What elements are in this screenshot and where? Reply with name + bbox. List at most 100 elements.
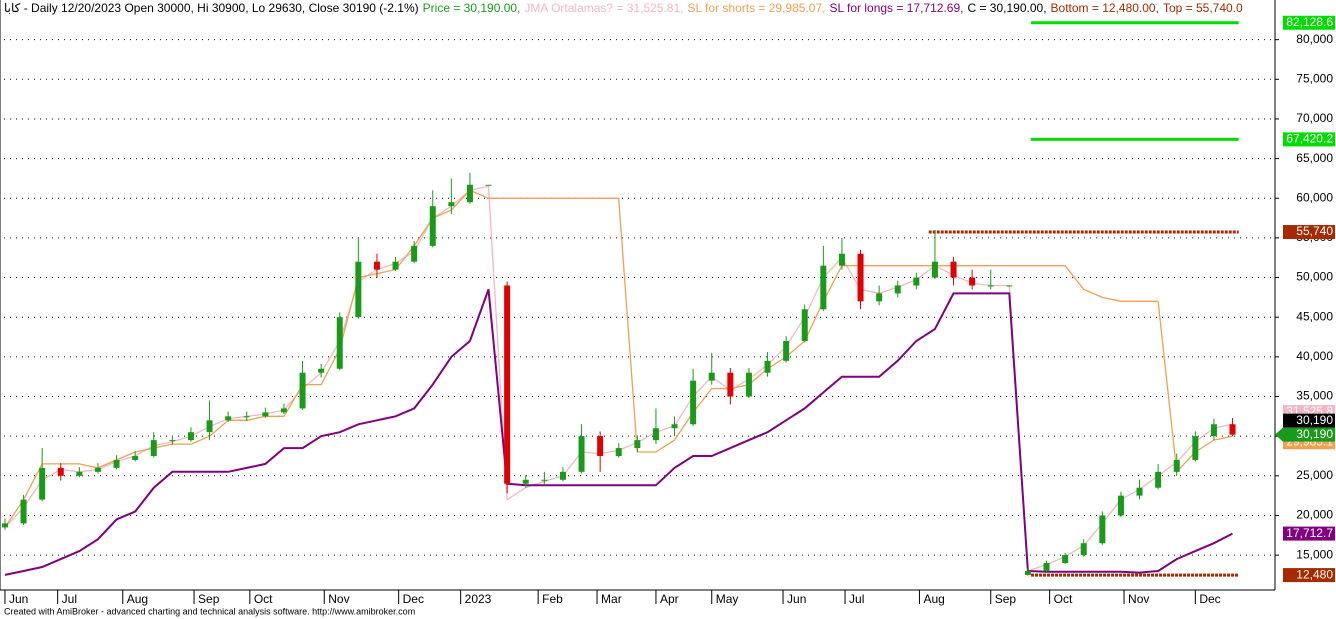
candle-body [801,309,808,341]
candle-body [280,408,287,413]
axes: 15,00020,00025,00030,00035,00040,00045,0… [4,15,1335,606]
value-badge [1283,132,1335,147]
header-segment: SL for shorts = 29,985.07, [687,1,825,15]
value-badge [1283,15,1335,30]
candle-body [1080,543,1087,556]
candle-body [392,261,399,270]
value-badge [1283,225,1335,240]
y-tick-label: 50,000 [1296,270,1333,284]
candle-body [1043,563,1050,571]
x-tick-label: Sep [995,592,1017,606]
candle-body [206,420,213,433]
candle-body [876,293,883,302]
candle-body [652,428,659,441]
candle-body [1099,515,1106,544]
candle-body [57,467,64,476]
candle-body [1210,424,1217,437]
candle-body [764,360,771,373]
header-segment: كابا - Daily 12/20/2023 Open 30000, Hi 3… [4,1,419,15]
x-tick-label: Oct [1054,592,1073,606]
candle-body [318,368,325,373]
x-tick-label: Aug [923,592,944,606]
candle-body [1062,555,1069,564]
badge-label: 67,420.2 [1286,132,1333,146]
candle-body [1173,459,1180,472]
candle-body [1006,285,1013,287]
candle-body [466,184,473,203]
header-segment: Price = 30,190.00, [423,1,521,15]
candle-body [522,479,529,484]
candle-body [950,261,957,278]
x-tick-label: Nov [1128,592,1149,606]
candle-body [745,372,752,397]
x-tick-label: Mar [601,592,622,606]
header-segment: Bottom = 12,480.00, [1051,1,1159,15]
header-segment: Top = 55,740.0 [1163,1,1243,15]
candle-body [448,202,455,207]
candle-body [838,253,845,266]
badge-label: 55,740 [1296,224,1333,238]
candle-body [597,436,604,456]
x-tick-label: Jul [849,592,864,606]
candle-body [708,372,715,381]
candle-body [485,184,492,186]
candle-body [727,372,734,397]
candle-body [913,277,920,286]
y-tick-label: 65,000 [1296,151,1333,165]
badge-label: 12,480 [1296,567,1333,581]
candle-body [373,261,380,270]
x-tick-label: Dec [403,592,424,606]
value-badge [1283,526,1335,541]
x-tick-label: Jun [787,592,806,606]
candle-body [894,285,901,294]
candle-body [243,416,250,418]
candle-body [987,285,994,287]
candle-body [20,499,27,524]
chart-header: كابا - Daily 12/20/2023 Open 30000, Hi 3… [4,1,1243,15]
candle-body [411,245,418,262]
header-segment: JMA Ortalamas? = 31,525.81, [524,1,683,15]
footer: Created with AmiBroker - advanced charti… [4,606,415,616]
candle-body [169,440,176,442]
x-tick-label: Dec [1199,592,1220,606]
x-tick-label: Jun [9,592,28,606]
x-tick-label: Aug [127,592,148,606]
candle-body [1,523,8,528]
value-badge [1283,427,1335,442]
y-tick-label: 25,000 [1296,468,1333,482]
candle-body [39,467,46,500]
marks [1,21,1239,577]
candle-body [94,467,101,472]
candle-body [783,340,790,361]
x-tick-label: Oct [254,592,273,606]
candle-body [225,416,232,421]
y-tick-label: 15,000 [1296,547,1333,561]
candle-body [187,432,194,441]
candle-body [578,436,585,472]
candle-body [615,448,622,456]
candle-body [671,424,678,429]
candle-body [857,253,864,302]
candle-body [541,479,548,481]
y-tick-label: 70,000 [1296,111,1333,125]
value-badge [1283,568,1335,583]
x-tick-label: Sep [198,592,220,606]
candle-body [969,277,976,286]
candle-body [820,265,827,310]
header-segment: C = 30,190.00, [967,1,1046,15]
x-tick-label: Feb [542,592,563,606]
candle-body [559,471,566,480]
candle-body [1192,436,1199,460]
candle-body [429,206,436,246]
y-tick-label: 35,000 [1296,389,1333,403]
x-tick-label: May [716,592,739,606]
y-tick-label: 80,000 [1296,32,1333,46]
y-tick-label: 40,000 [1296,349,1333,363]
badge-label: 82,128.6 [1286,15,1333,29]
candle-body [1117,495,1124,516]
candle-body [336,317,343,369]
candle-body [1136,487,1143,496]
candle-body [262,412,269,417]
badge-label: 30,190 [1296,427,1333,441]
